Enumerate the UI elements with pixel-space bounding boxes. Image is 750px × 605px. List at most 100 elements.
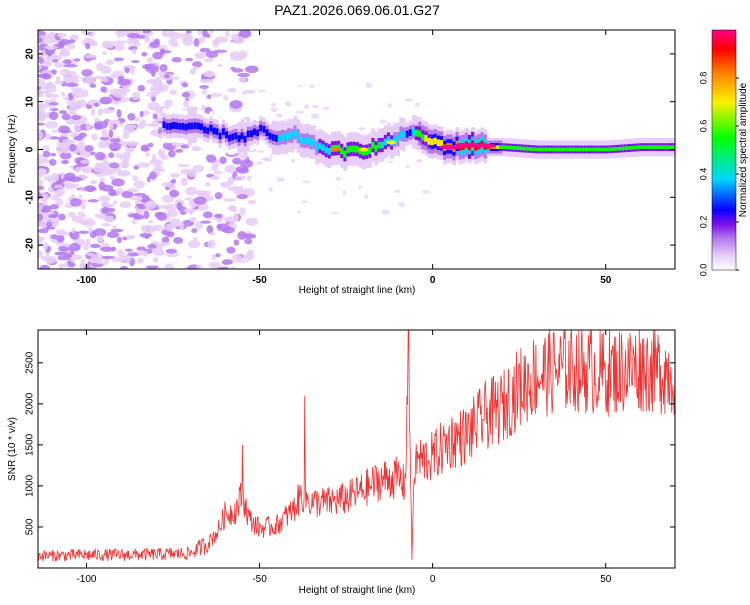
ridge-segment (252, 128, 257, 136)
noise-blob (51, 234, 59, 240)
ridge-segment (187, 122, 192, 130)
noise-blob (205, 50, 219, 59)
noise-blob (216, 266, 230, 269)
noise-blob (50, 54, 61, 58)
noise-blob (313, 105, 320, 109)
noise-blob (70, 114, 82, 121)
ridge-segment (165, 123, 170, 130)
ridge-segment (190, 122, 195, 130)
noise-blob (42, 151, 51, 158)
noise-blob (165, 248, 178, 254)
colorbar-tick-label: 0.2 (698, 216, 708, 229)
noise-blob (230, 205, 237, 212)
noise-blob (44, 101, 51, 107)
noise-blob (129, 68, 135, 75)
noise-blob (136, 162, 151, 168)
noise-blob (103, 168, 116, 176)
noise-blob (92, 228, 107, 237)
noise-blob (100, 77, 109, 83)
noise-blob (198, 190, 212, 196)
noise-blob (62, 138, 71, 146)
noise-blob (309, 84, 315, 88)
noise-blob (365, 82, 373, 88)
noise-blob (116, 236, 122, 244)
noise-blob (195, 221, 203, 230)
ridge-segment (243, 135, 248, 143)
noise-blob (85, 238, 91, 247)
ridge-segment (380, 141, 385, 149)
noise-blob (159, 64, 168, 72)
noise-blob (168, 38, 178, 47)
ridge-segment (193, 122, 198, 129)
noise-blob (111, 178, 125, 187)
x-tick-label: -50 (252, 275, 267, 286)
ridge-segment (299, 136, 304, 144)
noise-blob (38, 213, 43, 221)
noise-blob (109, 176, 116, 181)
y-tick-label: 1500 (25, 433, 36, 456)
noise-blob (204, 181, 211, 187)
noise-blob (247, 199, 257, 205)
spectrogram-y-axis: -20 -10 0 10 20 (25, 48, 675, 252)
colorbar: 0.0 0.2 0.4 0.6 0.8 Normalized spectral ampl… (698, 29, 749, 276)
noise-blob (62, 59, 72, 65)
noise-blob (69, 144, 77, 152)
spectrogram-x-axis: -100 -50 0 50 (76, 30, 612, 286)
noise-blob (38, 168, 46, 176)
ridge-segment (583, 147, 587, 152)
noise-blob (70, 120, 76, 125)
noise-blob (55, 198, 64, 207)
noise-blob (247, 175, 252, 182)
noise-blob (189, 68, 196, 75)
ridge-hotspot (472, 143, 497, 148)
noise-blob (162, 194, 175, 204)
snr-series-line (38, 330, 675, 562)
ridge-segment (545, 147, 550, 152)
noise-blob (54, 62, 67, 68)
y-tick-label: 20 (25, 48, 36, 60)
ridge-segment (642, 145, 647, 149)
noise-blob (94, 151, 106, 161)
noise-blob (405, 164, 410, 169)
y-tick-label: 0 (25, 146, 36, 152)
noise-blob (119, 201, 131, 209)
noise-blob (126, 33, 141, 39)
ridge-segment (377, 141, 382, 149)
noise-blob (89, 83, 97, 88)
noise-blob (379, 119, 387, 125)
noise-blob (181, 91, 190, 98)
ridge-segment (502, 145, 506, 149)
ridge-segment (178, 123, 182, 130)
noise-blob (105, 59, 115, 66)
ridge-segment (218, 132, 223, 140)
ridge-segment (580, 147, 584, 152)
snr-panel: -100 -50 0 50 500 1000 1500 2000 2500 Height of… (7, 329, 676, 596)
noise-blob (94, 121, 108, 129)
ridge-segment (228, 134, 232, 142)
noise-blob (71, 215, 84, 223)
noise-blob (297, 210, 301, 213)
x-tick-label: -100 (76, 275, 96, 286)
noise-blob (61, 147, 68, 151)
noise-blob (206, 154, 217, 163)
noise-blob (136, 246, 146, 251)
noise-blob (189, 216, 197, 223)
noise-blob (108, 162, 120, 169)
noise-blob (414, 102, 420, 107)
noise-blob (88, 228, 93, 233)
noise-blob (143, 210, 150, 220)
noise-blob (209, 92, 223, 98)
noise-blob (146, 63, 156, 68)
noise-blob (213, 49, 228, 53)
ridge-segment (605, 147, 609, 152)
ridge-segment (511, 145, 516, 150)
noise-blob (232, 157, 242, 165)
ridge-segment (168, 123, 173, 130)
noise-blob (45, 251, 51, 256)
noise-blob (146, 79, 159, 85)
noise-blob (220, 184, 230, 188)
ridge-segment (496, 145, 500, 149)
noise-blob (93, 164, 105, 174)
noise-blob (185, 57, 194, 62)
noise-blob (63, 64, 78, 68)
